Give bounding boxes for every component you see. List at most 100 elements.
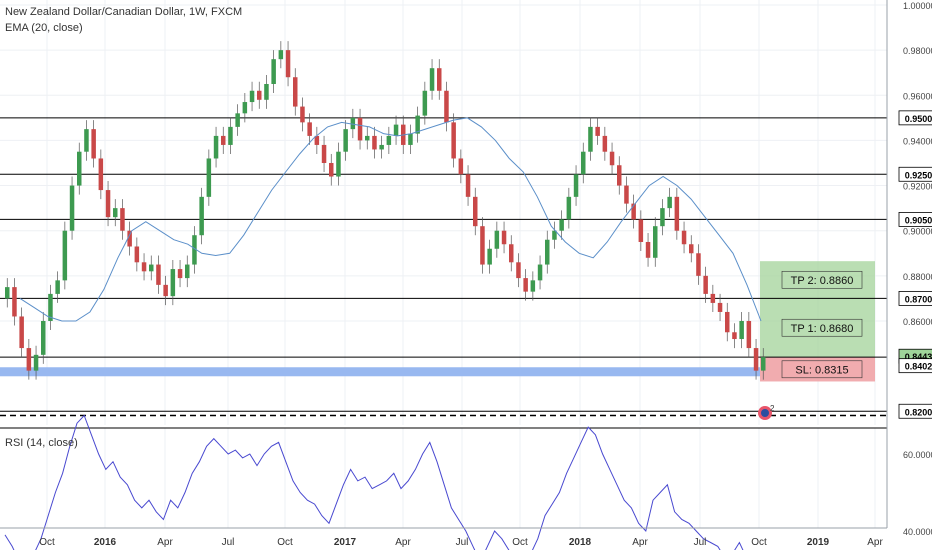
candle-body — [257, 90, 262, 100]
price-label-box — [898, 358, 932, 374]
candle-body — [645, 241, 651, 258]
candle-body — [602, 135, 608, 152]
candle-body — [530, 280, 536, 292]
candle-body — [458, 158, 464, 175]
sl-label: SL: 0.8315 — [795, 364, 848, 376]
candle-body — [242, 102, 248, 114]
candle-body — [465, 174, 471, 197]
candle-body — [350, 117, 356, 130]
candle-body — [696, 253, 701, 276]
rsi-panel — [0, 414, 887, 550]
tp-zone — [760, 261, 875, 358]
candle-body — [480, 226, 485, 265]
x-tick-label: Jul — [694, 537, 707, 548]
candle-body — [177, 269, 183, 279]
candle-body — [163, 284, 168, 297]
tp1-box — [781, 318, 863, 337]
candles — [5, 41, 766, 380]
candle-body — [581, 151, 586, 175]
candle-body — [69, 185, 75, 231]
candle-body — [761, 357, 766, 371]
symbol-title: New Zealand Dollar/Canadian Dollar, 1W, … — [5, 6, 243, 18]
candle-body — [105, 190, 111, 218]
candle-body — [717, 302, 723, 312]
rsi-indicator-label: RSI (14, close) — [5, 437, 78, 449]
x-tick-label: Oct — [277, 537, 293, 548]
candle-body — [451, 122, 456, 159]
ema-polyline — [19, 117, 762, 322]
candle-body — [62, 230, 68, 281]
candle-body — [746, 320, 752, 349]
candle-body — [444, 90, 449, 123]
x-tick-label: Oct — [512, 537, 528, 548]
candle-body — [149, 264, 154, 272]
candle-body — [552, 230, 557, 240]
candle-body — [437, 68, 442, 91]
candle-body — [127, 230, 132, 247]
candle-body — [26, 348, 32, 371]
x-tick-label: Oct — [39, 537, 55, 548]
price-label-box — [898, 403, 932, 419]
candle-body — [753, 348, 759, 371]
candle-body — [48, 293, 53, 321]
sl-zone — [760, 357, 875, 382]
x-tick-label: Apr — [632, 537, 648, 548]
candle-body — [357, 117, 363, 141]
candle-body — [473, 196, 478, 227]
candle-body — [343, 129, 348, 152]
candle-body — [681, 230, 687, 245]
candle-body — [689, 244, 694, 254]
rsi-line — [4, 414, 744, 550]
candle-body — [516, 262, 521, 279]
ema-indicator-label: EMA (20, close) — [5, 22, 83, 34]
x-tick-label: Jul — [456, 537, 469, 548]
candle-body — [120, 208, 125, 231]
candle-body — [545, 239, 550, 265]
candle-body — [624, 185, 629, 204]
candle-body — [617, 165, 622, 186]
candle-body — [365, 135, 370, 141]
candle-body — [170, 269, 176, 297]
price-label-box — [898, 291, 932, 306]
horizontal-levels — [0, 117, 887, 412]
candle-body — [710, 293, 716, 303]
x-tick-label: Oct — [751, 537, 767, 548]
candle-body — [386, 135, 392, 145]
candle-body — [638, 219, 644, 242]
flag-icon-center — [761, 409, 769, 417]
candle-body — [91, 129, 96, 159]
candle-body — [494, 230, 500, 249]
price-label-box — [898, 212, 932, 227]
price-label-box — [898, 166, 932, 182]
candle-body — [523, 278, 528, 292]
candle-body — [84, 129, 89, 152]
price-label: 0.84438 — [905, 352, 932, 362]
candle-body — [55, 280, 60, 294]
candle-body — [249, 90, 255, 103]
price-label: 0.82000 — [905, 407, 932, 417]
candle-body — [41, 320, 46, 355]
candle-body — [314, 135, 320, 145]
tp1-label: TP 1: 0.8680 — [791, 323, 854, 335]
candle-body — [537, 264, 543, 281]
candle-body — [487, 248, 492, 265]
candle-body — [631, 203, 636, 220]
price-label-box — [898, 110, 932, 126]
candle-body — [228, 126, 233, 145]
candle-body — [653, 226, 658, 258]
event-marker[interactable]: 2 — [758, 404, 775, 420]
candle-body — [278, 50, 284, 60]
candle-body — [300, 106, 305, 123]
tp2-box — [781, 270, 863, 289]
candle-body — [429, 68, 435, 91]
